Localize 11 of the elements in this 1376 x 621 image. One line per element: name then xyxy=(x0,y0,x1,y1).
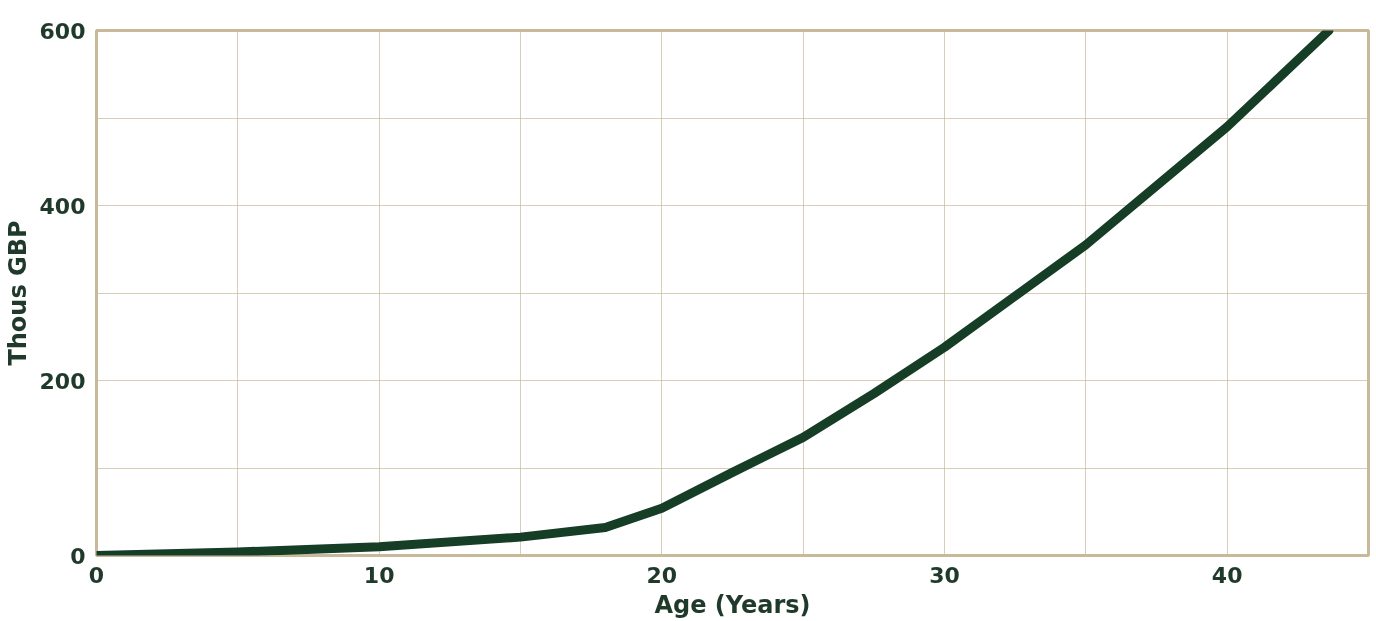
x-tick-label: 30 xyxy=(929,562,960,588)
x-tick-label: 20 xyxy=(646,562,678,588)
y-tick-label: 600 xyxy=(39,18,86,44)
y-tick-label: 400 xyxy=(39,193,86,219)
x-tick-label: 10 xyxy=(363,562,395,588)
y-axis-title: Thous GBP xyxy=(3,220,32,366)
x-tick-label: 0 xyxy=(88,562,105,588)
x-axis-title: Age (Years) xyxy=(654,590,811,619)
y-tick-label: 0 xyxy=(70,543,86,569)
y-tick-label: 200 xyxy=(39,368,86,394)
x-tick-label: 40 xyxy=(1211,562,1243,588)
